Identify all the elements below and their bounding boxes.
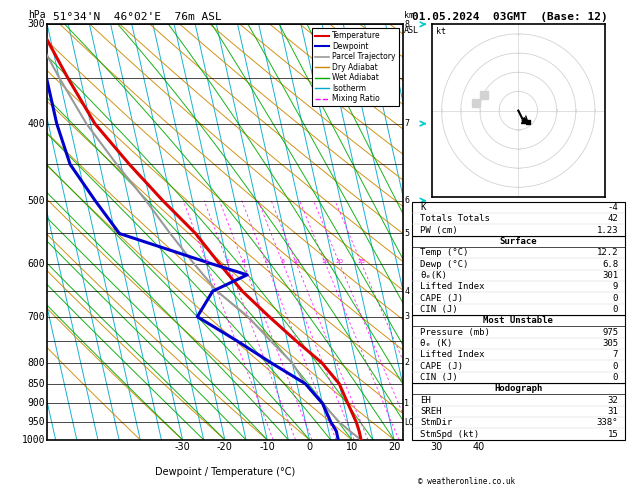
- Text: 8: 8: [281, 259, 285, 263]
- Text: 28: 28: [358, 259, 365, 263]
- Text: © weatheronline.co.uk: © weatheronline.co.uk: [418, 477, 515, 486]
- Text: 10: 10: [292, 259, 300, 263]
- Text: 338°: 338°: [597, 418, 618, 427]
- Bar: [412, 202, 625, 236]
- Text: StmSpd (kt): StmSpd (kt): [421, 430, 480, 439]
- Text: 6: 6: [404, 196, 409, 205]
- Text: -30: -30: [175, 442, 191, 452]
- Text: 16: 16: [321, 259, 329, 263]
- Text: Dewp (°C): Dewp (°C): [421, 260, 469, 269]
- Text: 400: 400: [28, 119, 45, 129]
- Text: 1.23: 1.23: [597, 226, 618, 235]
- Text: 0: 0: [613, 305, 618, 314]
- Text: -20: -20: [217, 442, 233, 452]
- Legend: Temperature, Dewpoint, Parcel Trajectory, Dry Adiabat, Wet Adiabat, Isotherm, Mi: Temperature, Dewpoint, Parcel Trajectory…: [313, 28, 399, 106]
- Text: CAPE (J): CAPE (J): [421, 362, 464, 371]
- Text: 301: 301: [602, 271, 618, 280]
- Text: hPa: hPa: [28, 10, 45, 20]
- Text: 300: 300: [28, 19, 45, 29]
- Text: 7: 7: [404, 119, 409, 128]
- Text: 10: 10: [346, 442, 358, 452]
- Text: 42: 42: [608, 214, 618, 223]
- Text: 1000: 1000: [22, 435, 45, 445]
- Text: 5: 5: [404, 229, 409, 238]
- Text: Mixing Ratio (g/kg): Mixing Ratio (g/kg): [437, 213, 446, 293]
- Text: 0: 0: [613, 362, 618, 371]
- Text: EH: EH: [421, 396, 431, 405]
- Text: 01.05.2024  03GMT  (Base: 12): 01.05.2024 03GMT (Base: 12): [412, 12, 608, 22]
- Text: 700: 700: [28, 312, 45, 322]
- Text: 0: 0: [613, 294, 618, 303]
- Text: kt: kt: [436, 27, 446, 36]
- Text: 1: 1: [404, 399, 409, 408]
- Text: 40: 40: [472, 442, 485, 452]
- Text: 3: 3: [404, 312, 409, 321]
- Text: Surface: Surface: [499, 237, 537, 246]
- Text: Temp (°C): Temp (°C): [421, 248, 469, 257]
- Bar: [412, 315, 625, 383]
- Text: Most Unstable: Most Unstable: [483, 316, 554, 325]
- Text: Dewpoint / Temperature (°C): Dewpoint / Temperature (°C): [155, 467, 295, 477]
- Text: CIN (J): CIN (J): [421, 373, 458, 382]
- Text: LCL: LCL: [404, 417, 418, 427]
- Text: StmDir: StmDir: [421, 418, 453, 427]
- Text: θₑ (K): θₑ (K): [421, 339, 453, 348]
- Text: 9: 9: [613, 282, 618, 291]
- Text: 800: 800: [28, 358, 45, 368]
- Text: 850: 850: [28, 379, 45, 389]
- Text: -4: -4: [608, 203, 618, 212]
- Text: 900: 900: [28, 399, 45, 408]
- Text: 8: 8: [404, 20, 409, 29]
- Text: CIN (J): CIN (J): [421, 305, 458, 314]
- Text: 6: 6: [264, 259, 268, 263]
- Text: 0: 0: [306, 442, 313, 452]
- Text: 51°34'N  46°02'E  76m ASL: 51°34'N 46°02'E 76m ASL: [53, 12, 222, 22]
- Text: 305: 305: [602, 339, 618, 348]
- Text: 4: 4: [242, 259, 245, 263]
- Text: 6.8: 6.8: [602, 260, 618, 269]
- Text: 2: 2: [404, 358, 409, 367]
- Text: 500: 500: [28, 195, 45, 206]
- Text: 15: 15: [608, 430, 618, 439]
- Text: θₑ(K): θₑ(K): [421, 271, 447, 280]
- Text: 31: 31: [608, 407, 618, 416]
- Text: Lifted Index: Lifted Index: [421, 350, 485, 359]
- Text: SREH: SREH: [421, 407, 442, 416]
- Text: 950: 950: [28, 417, 45, 427]
- Text: km: km: [404, 11, 415, 20]
- Text: K: K: [421, 203, 426, 212]
- Text: 20: 20: [388, 442, 400, 452]
- Text: 20: 20: [336, 259, 343, 263]
- Text: 600: 600: [28, 259, 45, 269]
- Text: 3: 3: [226, 259, 230, 263]
- Text: 4: 4: [404, 287, 409, 295]
- Text: PW (cm): PW (cm): [421, 226, 458, 235]
- Text: CAPE (J): CAPE (J): [421, 294, 464, 303]
- Text: Totals Totals: Totals Totals: [421, 214, 491, 223]
- Bar: [412, 236, 625, 315]
- Text: Hodograph: Hodograph: [494, 384, 542, 393]
- Text: 12.2: 12.2: [597, 248, 618, 257]
- Text: Lifted Index: Lifted Index: [421, 282, 485, 291]
- Text: -10: -10: [259, 442, 275, 452]
- Text: ASL: ASL: [404, 26, 420, 35]
- Text: 2: 2: [204, 259, 209, 263]
- Text: 30: 30: [430, 442, 443, 452]
- Text: 975: 975: [602, 328, 618, 337]
- Bar: [412, 383, 625, 440]
- Text: 7: 7: [613, 350, 618, 359]
- Text: 32: 32: [608, 396, 618, 405]
- Text: 0: 0: [613, 373, 618, 382]
- Text: Pressure (mb): Pressure (mb): [421, 328, 491, 337]
